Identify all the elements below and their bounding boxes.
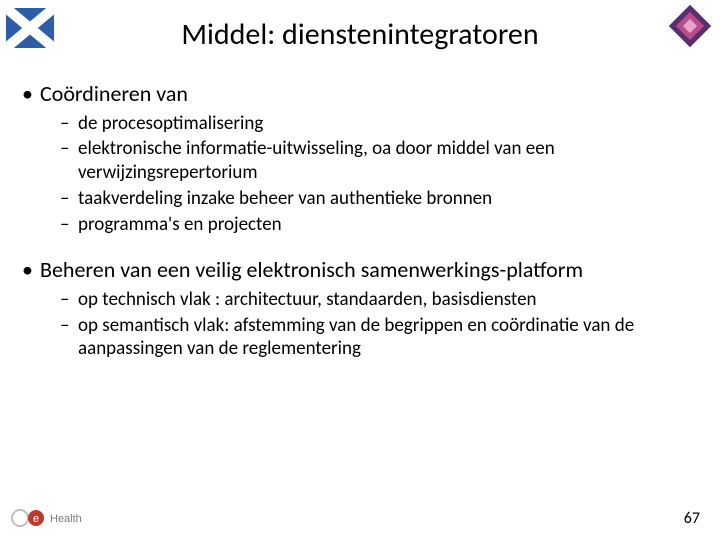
bullet-level2: taakverdeling inzake beheer van authenti… <box>18 187 702 211</box>
bullet-level2: de procesoptimalisering <box>18 112 702 136</box>
bullet-level2: op semantisch vlak: afstemming van de be… <box>18 314 702 362</box>
bullet-level2: programma's en projecten <box>18 213 702 237</box>
bullet-level2: elektronische informatie-uitwisseling, o… <box>18 137 702 185</box>
svg-text:Health: Health <box>50 513 82 525</box>
page-number: 67 <box>684 509 700 528</box>
bullet-level2: op technisch vlak : architectuur, standa… <box>18 288 702 312</box>
bullet-level1: Beheren van een veilig elektronisch same… <box>18 256 702 284</box>
e-health-logo: e Health <box>10 508 100 528</box>
svg-text:e: e <box>33 513 39 525</box>
bullet-level1: Coördineren van <box>18 80 702 108</box>
slide-body: Coördineren van de procesoptimalisering … <box>18 74 702 363</box>
slide-title: Middel: dienstenintegratoren <box>0 16 720 53</box>
